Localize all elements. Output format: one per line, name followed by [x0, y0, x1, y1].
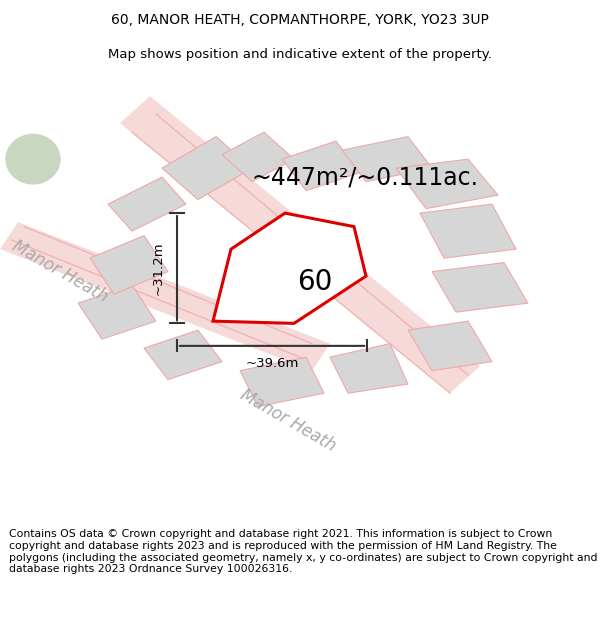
Polygon shape	[282, 141, 360, 191]
Polygon shape	[342, 137, 432, 182]
Text: Manor Heath: Manor Heath	[9, 237, 111, 306]
Text: Manor Heath: Manor Heath	[237, 386, 339, 455]
Text: Map shows position and indicative extent of the property.: Map shows position and indicative extent…	[108, 48, 492, 61]
Text: ~447m²/~0.111ac.: ~447m²/~0.111ac.	[252, 165, 479, 189]
Ellipse shape	[6, 134, 60, 184]
Polygon shape	[420, 204, 516, 258]
Polygon shape	[78, 285, 156, 339]
Polygon shape	[330, 344, 408, 393]
Polygon shape	[408, 321, 492, 371]
Polygon shape	[213, 213, 366, 323]
Polygon shape	[144, 330, 222, 379]
Text: 60, MANOR HEATH, COPMANTHORPE, YORK, YO23 3UP: 60, MANOR HEATH, COPMANTHORPE, YORK, YO2…	[111, 12, 489, 26]
Polygon shape	[120, 96, 480, 393]
Polygon shape	[162, 137, 252, 199]
Polygon shape	[240, 357, 324, 407]
Text: 60: 60	[297, 268, 332, 296]
Text: ~39.6m: ~39.6m	[245, 357, 299, 370]
Text: ~31.2m: ~31.2m	[152, 241, 165, 295]
Polygon shape	[0, 222, 330, 371]
Polygon shape	[222, 132, 294, 182]
Polygon shape	[432, 262, 528, 312]
Polygon shape	[108, 177, 186, 231]
Text: Contains OS data © Crown copyright and database right 2021. This information is : Contains OS data © Crown copyright and d…	[9, 529, 598, 574]
Polygon shape	[90, 236, 168, 294]
Polygon shape	[396, 159, 498, 209]
